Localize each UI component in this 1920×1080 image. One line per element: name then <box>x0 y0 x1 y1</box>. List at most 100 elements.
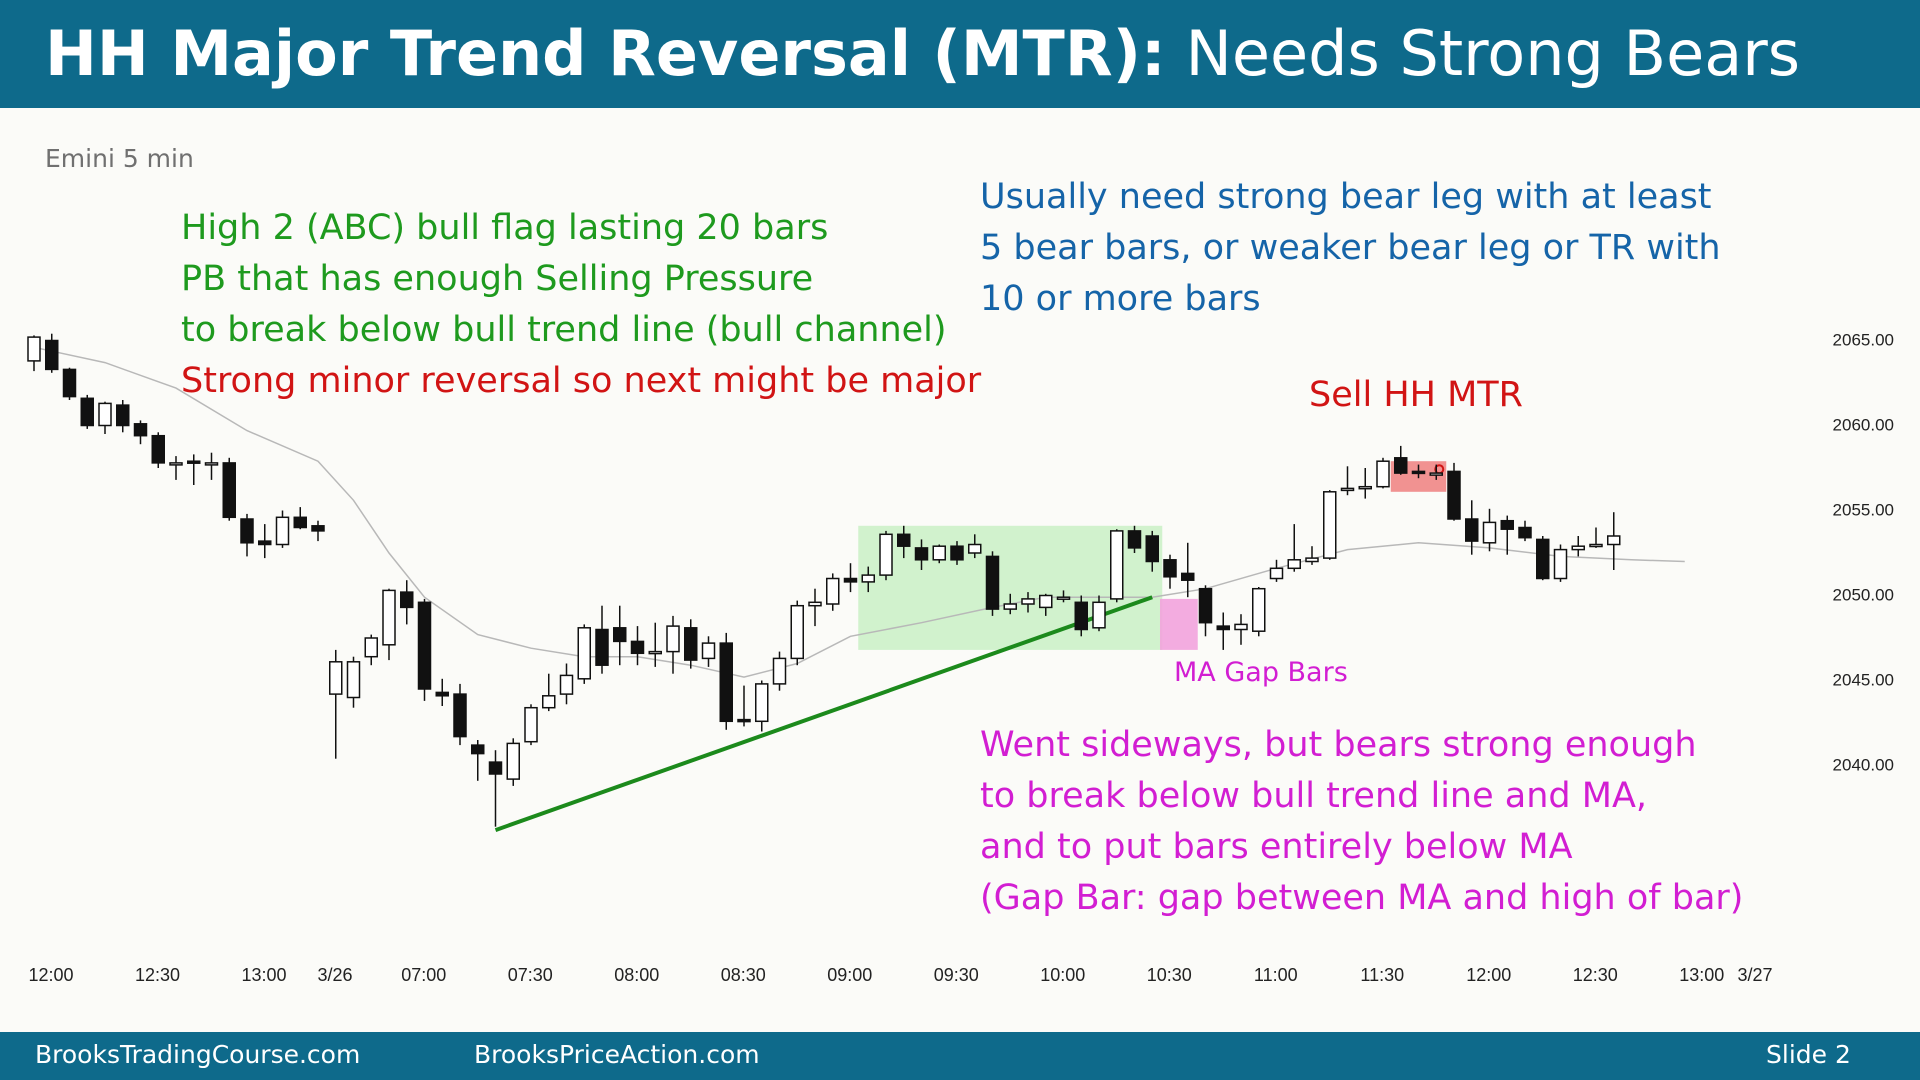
price-bar <box>1021 592 1035 613</box>
bull-bar-body <box>1571 545 1585 551</box>
price-bar <box>1571 536 1585 557</box>
bull-bar-body <box>524 706 538 743</box>
price-bar <box>488 750 503 827</box>
bull-bar-body <box>772 657 787 685</box>
price-bar <box>1163 554 1177 589</box>
x-tick-label: 12:00 <box>28 965 73 985</box>
y-tick-label: 2060.00 <box>1833 416 1894 435</box>
bull-bar-body <box>1021 598 1035 605</box>
bear-bar-body <box>133 423 148 437</box>
bear-bar-body <box>1411 470 1426 475</box>
price-bar <box>1340 466 1355 496</box>
footer-left-site: BrooksTradingCourse.com <box>35 1040 361 1069</box>
price-bar <box>329 649 343 759</box>
price-bar <box>914 539 929 570</box>
bear-bar-body <box>1127 530 1142 549</box>
price-bar <box>417 598 432 701</box>
price-bar <box>1536 536 1550 581</box>
bear-bar-body <box>417 601 432 690</box>
price-bar <box>169 456 183 480</box>
bear-bar-body <box>311 525 325 532</box>
bull-bar-body <box>932 545 946 561</box>
bull-bar-body <box>1358 485 1372 490</box>
bull-bar-body <box>1252 587 1266 632</box>
bear-bar-body <box>630 640 645 655</box>
bull-bar-body <box>506 742 520 780</box>
price-bar <box>311 520 325 542</box>
price-bar <box>471 740 485 781</box>
bull-bar-body <box>27 336 41 362</box>
bear-bar-body <box>1465 518 1479 542</box>
bear-bar-body <box>400 591 414 609</box>
price-bar <box>240 513 254 557</box>
price-bar <box>1482 508 1497 552</box>
price-bar <box>790 600 804 666</box>
slide-header: HH Major Trend Reversal (MTR): Needs Str… <box>0 0 1920 108</box>
bear-bar-body <box>187 460 201 464</box>
price-bar <box>151 432 165 468</box>
price-bar <box>1181 542 1195 598</box>
price-bar <box>293 507 307 530</box>
price-bar <box>258 524 272 559</box>
price-bar <box>435 678 449 706</box>
price-bar <box>968 534 982 559</box>
price-bar <box>879 530 893 581</box>
bear-bar-body <box>1500 519 1514 530</box>
price-bar <box>1447 462 1461 521</box>
bull-bar-body <box>1482 521 1497 544</box>
price-bar <box>985 551 1000 616</box>
y-tick-label: 2040.00 <box>1833 756 1894 775</box>
bear-bar-body <box>1145 535 1159 563</box>
y-tick-label: 2055.00 <box>1833 501 1894 520</box>
price-bar <box>630 626 645 666</box>
price-bar <box>98 401 112 434</box>
bear-bar-body <box>435 691 449 697</box>
price-bar <box>1216 612 1230 650</box>
price-bar <box>382 588 396 661</box>
bull-bar-body <box>169 462 183 466</box>
bull-bar-body <box>275 516 290 546</box>
price-bar <box>808 588 822 627</box>
price-bar <box>843 563 858 593</box>
bear-bar-body <box>1181 572 1195 581</box>
bull-bar-body <box>879 533 893 576</box>
price-bar <box>453 683 467 746</box>
price-bar <box>684 619 698 669</box>
bear-bar-body <box>613 627 627 643</box>
bear-bar-body <box>985 555 1000 610</box>
candlestick-chart: 2040.00 2045.00 2050.00 2055.00 2060.00 2065.… <box>27 331 1894 985</box>
price-bars-layer <box>27 333 1621 827</box>
bear-bar-body <box>719 642 733 723</box>
price-bar <box>719 632 733 730</box>
bull-bar-body <box>98 402 112 427</box>
magenta-line-2: to break below bull trend line and MA, <box>980 776 1648 816</box>
bull-bar-body <box>1234 623 1248 631</box>
bull-bar-body <box>1287 559 1301 570</box>
price-bar <box>27 335 41 372</box>
bull-bar-body <box>204 462 219 466</box>
bear-bar-body <box>80 397 94 427</box>
bull-bar-body <box>755 683 769 723</box>
price-bar <box>45 333 59 373</box>
slide-number: Slide 2 <box>1766 1040 1851 1069</box>
bull-bar-body <box>329 661 343 695</box>
x-tick-label: 10:30 <box>1147 965 1192 985</box>
bear-bar-body <box>1163 559 1177 578</box>
price-bar <box>187 454 201 485</box>
price-bar <box>1465 500 1479 555</box>
price-bar <box>400 580 414 625</box>
bull-bar-body <box>808 601 822 607</box>
price-bar <box>701 636 716 667</box>
slide-title: HH Major Trend Reversal (MTR): Needs Str… <box>45 14 1800 94</box>
price-bar <box>1056 590 1071 603</box>
price-bar <box>364 634 378 666</box>
x-tick-label: 11:00 <box>1254 965 1298 985</box>
bear-bar-body <box>222 462 236 519</box>
x-tick-label: 3/27 <box>1737 965 1772 985</box>
title-bold-part: HH Major Trend Reversal (MTR): <box>45 17 1166 90</box>
x-tick-label: 13:00 <box>1679 965 1724 985</box>
price-bar <box>1269 559 1284 582</box>
x-tick-label: 11:30 <box>1360 965 1404 985</box>
price-bar <box>80 394 94 429</box>
bull-bar-body <box>1305 557 1319 563</box>
